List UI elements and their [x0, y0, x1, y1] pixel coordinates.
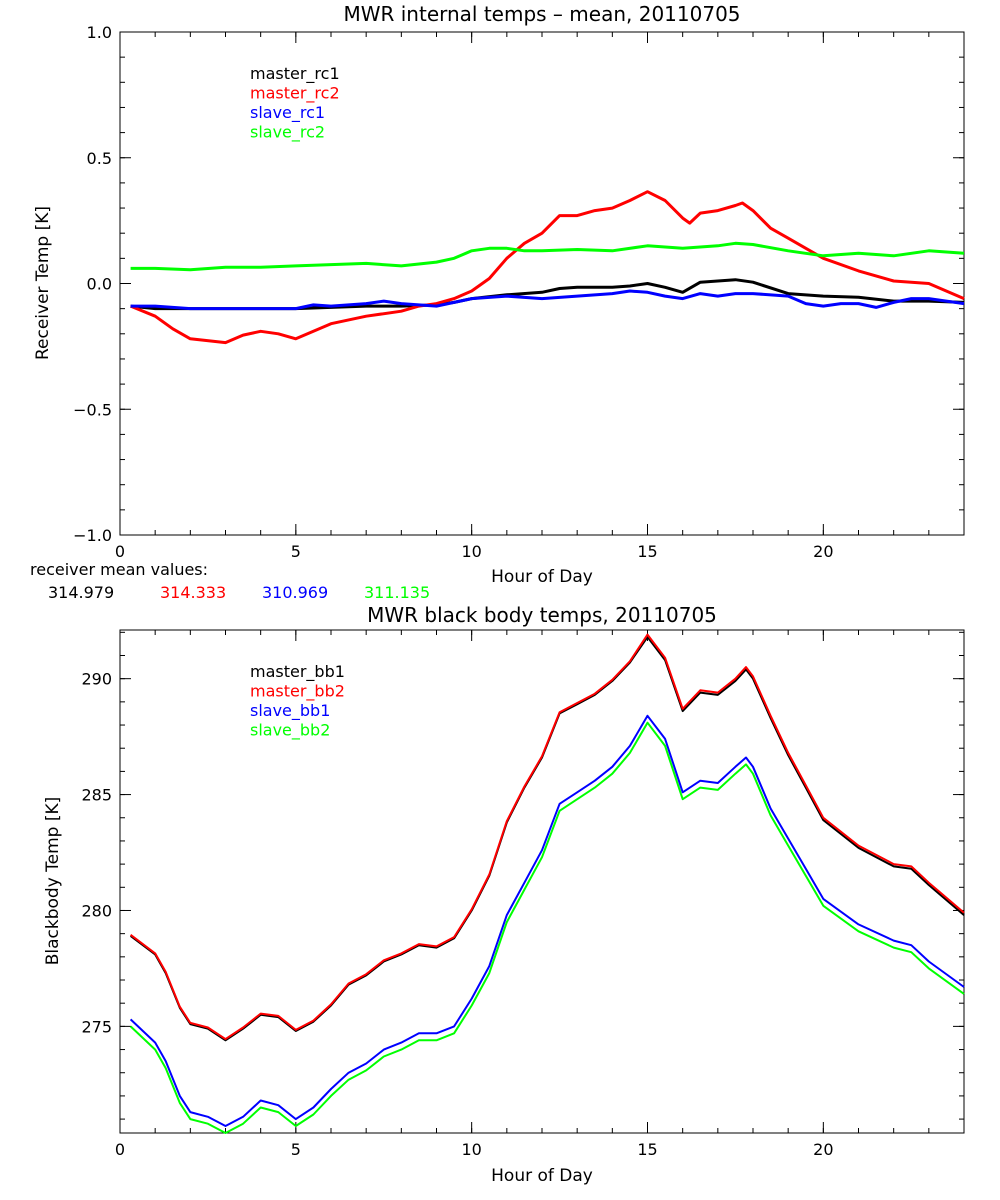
x-tick-label: 10 [461, 542, 481, 561]
axis-tick-labels: 0 5 10 15 20 −1.0 −0.5 0.0 0.5 1.0 [73, 23, 833, 561]
y-tick-label: 275 [81, 1017, 112, 1036]
x-tick-label: 5 [291, 542, 301, 561]
x-tick-label: 10 [461, 1140, 481, 1159]
series-lines [129, 633, 965, 1134]
legend-entry-master-bb1: master_bb1 [250, 662, 345, 682]
series-line-master-rc2 [130, 190, 965, 345]
x-tick-label: 15 [637, 1140, 657, 1159]
axis-ticks [119, 630, 965, 1133]
axis-tick-labels: 0 5 10 15 20 275 280 285 290 [81, 670, 833, 1159]
legend-entry-master-rc1: master_rc1 [250, 64, 340, 84]
legend-entry-slave-rc1: slave_rc1 [250, 103, 325, 123]
series-line-slave-bb1 [129, 714, 965, 1127]
y-tick-label: 0.5 [87, 149, 112, 168]
mean-value: 311.135 [364, 583, 430, 602]
receiver-temps-chart: MWR internal temps – mean, 20110705 0 5 10… [30, 2, 965, 602]
x-tick-label: 15 [637, 542, 657, 561]
y-tick-label: −1.0 [73, 526, 112, 545]
y-tick-label: −0.5 [73, 400, 112, 419]
x-tick-label: 0 [115, 542, 125, 561]
y-tick-label: 285 [81, 786, 112, 805]
chart-title: MWR black body temps, 20110705 [367, 603, 717, 627]
series-lines [130, 190, 965, 345]
blackbody-temps-chart: MWR black body temps, 20110705 0 5 10 15 20 2… [43, 603, 965, 1186]
legend-entry-slave-bb1: slave_bb1 [250, 701, 330, 721]
y-axis-label: Receiver Temp [K] [33, 206, 53, 360]
x-tick-label: 20 [813, 1140, 833, 1159]
mean-value: 314.333 [160, 583, 226, 602]
series-line-slave-rc2 [130, 241, 965, 272]
y-axis-label: Blackbody Temp [K] [43, 797, 63, 966]
legend-entry-slave-bb2: slave_bb2 [250, 721, 330, 741]
mean-value: 314.979 [48, 583, 114, 602]
mean-values-label: receiver mean values: [30, 560, 208, 579]
y-tick-label: 280 [81, 901, 112, 920]
legend-entry-master-rc2: master_rc2 [250, 84, 340, 104]
plot-frame [119, 31, 965, 536]
x-tick-label: 0 [115, 1140, 125, 1159]
y-tick-label: 0.0 [87, 275, 112, 294]
x-axis-label: Hour of Day [491, 1166, 593, 1186]
x-tick-label: 20 [813, 542, 833, 561]
legend-entry-master-bb2: master_bb2 [250, 682, 345, 702]
y-tick-label: 290 [81, 670, 112, 689]
axis-ticks [119, 31, 965, 536]
x-tick-label: 5 [291, 1140, 301, 1159]
plot-frame [119, 629, 965, 1134]
series-line-slave-bb2 [129, 721, 965, 1134]
x-axis-label: Hour of Day [491, 567, 593, 587]
series-line-master-bb2 [129, 633, 965, 1041]
mean-values: 314.979 314.333 310.969 311.135 [48, 583, 430, 602]
legend-entry-slave-rc2: slave_rc2 [250, 123, 325, 143]
mean-value: 310.969 [262, 583, 328, 602]
y-tick-label: 1.0 [87, 23, 112, 42]
series-line-slave-rc1 [130, 289, 965, 311]
chart-title: MWR internal temps – mean, 20110705 [343, 2, 740, 26]
